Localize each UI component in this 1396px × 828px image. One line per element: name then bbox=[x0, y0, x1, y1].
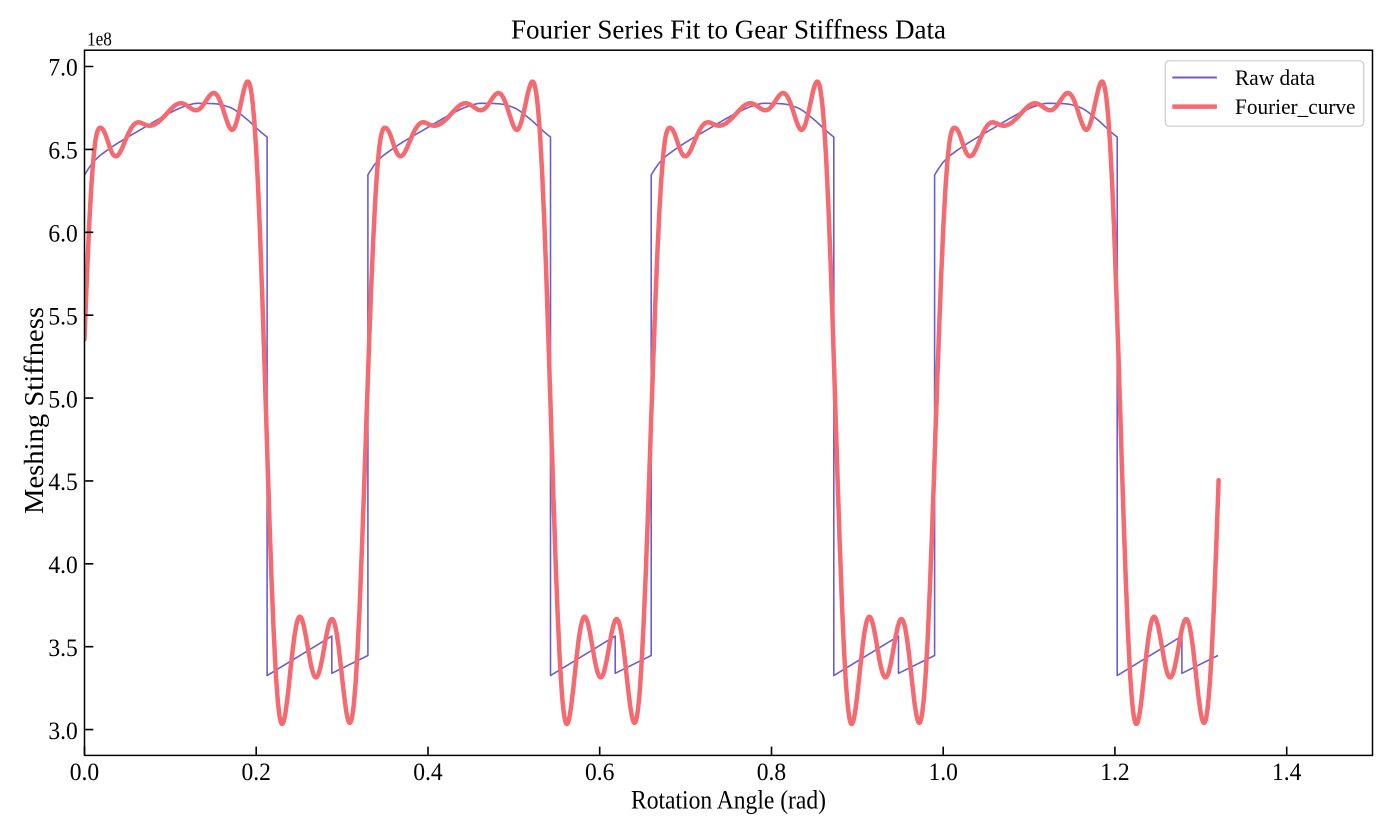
svg-text:Rotation Angle (rad): Rotation Angle (rad) bbox=[631, 786, 826, 815]
svg-text:6.5: 6.5 bbox=[48, 136, 77, 165]
svg-text:0.4: 0.4 bbox=[413, 757, 443, 786]
svg-text:0.6: 0.6 bbox=[585, 757, 614, 786]
svg-text:6.0: 6.0 bbox=[48, 219, 77, 248]
svg-text:4.5: 4.5 bbox=[48, 467, 77, 496]
svg-text:0.0: 0.0 bbox=[70, 757, 99, 786]
svg-text:4.0: 4.0 bbox=[48, 550, 77, 579]
svg-text:1.2: 1.2 bbox=[1100, 757, 1129, 786]
svg-text:1.0: 1.0 bbox=[929, 757, 958, 786]
svg-text:1.4: 1.4 bbox=[1272, 757, 1302, 786]
svg-text:0.8: 0.8 bbox=[757, 757, 786, 786]
svg-text:5.0: 5.0 bbox=[48, 384, 77, 413]
svg-text:5.5: 5.5 bbox=[48, 301, 77, 330]
svg-text:Fourier_curve: Fourier_curve bbox=[1235, 95, 1356, 119]
svg-text:3.0: 3.0 bbox=[48, 716, 77, 745]
svg-text:1e8: 1e8 bbox=[87, 29, 112, 51]
svg-text:0.2: 0.2 bbox=[242, 757, 271, 786]
svg-text:Raw data: Raw data bbox=[1235, 66, 1315, 90]
svg-text:Meshing Stiffness: Meshing Stiffness bbox=[19, 307, 49, 514]
svg-text:Fourier Series Fit to Gear Sti: Fourier Series Fit to Gear Stiffness Dat… bbox=[511, 14, 946, 45]
svg-text:3.5: 3.5 bbox=[48, 633, 77, 662]
svg-text:7.0: 7.0 bbox=[48, 53, 77, 82]
